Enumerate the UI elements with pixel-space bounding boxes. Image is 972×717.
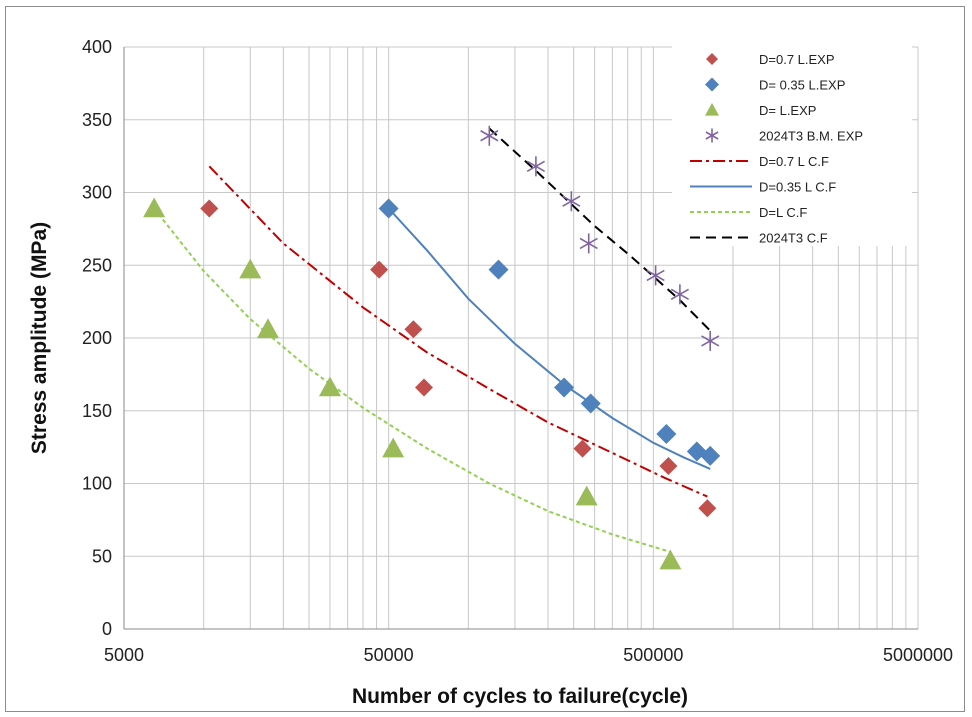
legend-label: D=0.7 L C.F [759, 154, 829, 169]
data-point-triangle [659, 549, 682, 570]
data-point-triangle [239, 258, 262, 279]
data-point-diamond [488, 259, 509, 280]
data-point-triangle [143, 197, 166, 218]
series-points [143, 125, 721, 570]
data-point-asterisk [646, 265, 665, 286]
y-tick-label: 150 [82, 401, 112, 421]
y-tick-label: 300 [82, 183, 112, 203]
data-point-asterisk [705, 128, 719, 143]
data-point-diamond [573, 439, 592, 458]
y-tick-label: 250 [82, 255, 112, 275]
data-point-asterisk [526, 156, 546, 177]
data-point-triangle [318, 376, 341, 397]
legend-label: D= 0.35 L.EXP [759, 78, 845, 93]
asterisk-stroke [579, 237, 598, 250]
asterisk-stroke [701, 335, 720, 347]
data-point-diamond [698, 499, 717, 518]
asterisk-stroke [670, 288, 689, 301]
data-point-diamond [580, 393, 601, 414]
data-point-diamond [200, 199, 219, 218]
data-point-triangle [575, 485, 598, 506]
x-tick-label: 50000 [364, 645, 414, 665]
data-point-asterisk [701, 330, 720, 351]
data-point-diamond [370, 260, 389, 279]
legend-label: D=0.35 L C.F [759, 180, 836, 195]
y-tick-label: 350 [82, 110, 112, 130]
fit-line [208, 165, 708, 498]
data-point-triangle [382, 437, 405, 458]
asterisk-stroke [705, 131, 719, 140]
asterisk-stroke [646, 269, 665, 282]
asterisk-stroke [562, 195, 581, 207]
y-tick-label: 100 [82, 474, 112, 494]
data-point-triangle [705, 103, 719, 116]
legend: D=0.7 L.EXP D= 0.35 L.EXP D= L.EXP 2024T3 B… [672, 46, 912, 246]
legend-label: D=0.7 L.EXP [759, 52, 835, 67]
fit-line [153, 207, 671, 553]
legend-label: 2024T3 B.M. EXP [759, 129, 863, 144]
data-point-asterisk [670, 284, 689, 305]
data-point-diamond [700, 445, 721, 466]
y-tick-label: 0 [102, 619, 112, 639]
data-point-diamond [659, 457, 678, 476]
legend-label: D=L C.F [759, 205, 807, 220]
asterisk-stroke [480, 130, 499, 142]
legend-label: 2024T3 C.F [759, 231, 828, 246]
data-point-triangle [256, 318, 279, 339]
legend-label: D= L.EXP [759, 103, 816, 118]
data-point-diamond [415, 378, 434, 397]
axes: 0 50 100 150 200 250 300 350 400 5000 50000 500000 5… [82, 37, 953, 665]
x-tick-label: 5000 [104, 645, 144, 665]
asterisk-stroke [526, 160, 546, 173]
data-point-diamond [404, 320, 423, 339]
x-tick-label: 500000 [623, 645, 683, 665]
data-point-asterisk [480, 125, 499, 146]
data-point-diamond [706, 53, 718, 65]
data-point-asterisk [579, 233, 598, 254]
x-axis-title: Number of cycles to failure(cycle) [352, 685, 688, 708]
data-point-asterisk [562, 191, 581, 212]
x-tick-label: 5000000 [883, 645, 953, 665]
fit-line [488, 127, 711, 332]
y-tick-label: 50 [92, 546, 112, 566]
y-tick-label: 200 [82, 328, 112, 348]
y-axis-title: Stress amplitude (MPa) [28, 222, 51, 454]
y-tick-label: 400 [82, 37, 112, 57]
data-point-diamond [378, 198, 399, 219]
data-point-diamond [705, 77, 719, 92]
data-point-diamond [656, 424, 677, 445]
data-point-diamond [554, 377, 575, 398]
